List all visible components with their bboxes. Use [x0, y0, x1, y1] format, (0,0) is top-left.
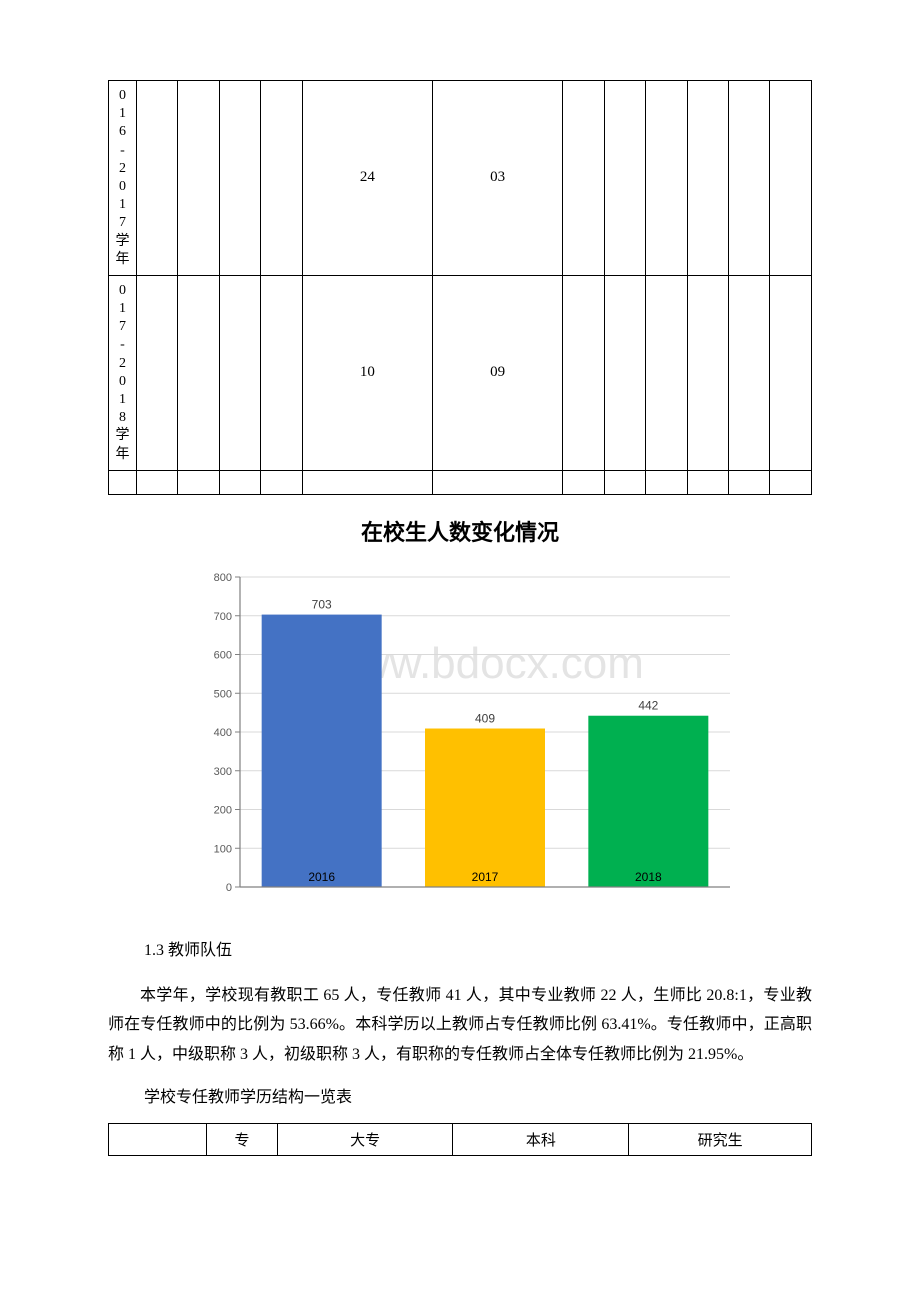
table-cell [729, 470, 770, 494]
table-caption: 学校专任教师学历结构一览表 [144, 1084, 812, 1113]
table-cell [770, 81, 812, 276]
table-header-cell: 专 [207, 1124, 277, 1156]
table-header-cell: 大专 [277, 1124, 453, 1156]
svg-text:703: 703 [312, 597, 332, 611]
table-cell [646, 81, 687, 276]
table-cell [563, 470, 604, 494]
table-cell [604, 470, 645, 494]
table-cell [687, 275, 728, 470]
table-cell [604, 81, 645, 276]
svg-text:442: 442 [638, 698, 658, 712]
svg-text:409: 409 [475, 711, 495, 725]
table-cell [178, 81, 219, 276]
svg-text:2016: 2016 [308, 870, 335, 884]
table-cell: 09 [433, 275, 563, 470]
table-cell [770, 275, 812, 470]
student-years-table: 016-2017学年 2403 017-2018学年 1009 [108, 80, 812, 495]
table-cell [178, 275, 219, 470]
svg-text:800: 800 [214, 572, 232, 584]
table-cell [646, 470, 687, 494]
svg-text:0: 0 [226, 882, 232, 894]
svg-text:200: 200 [214, 804, 232, 816]
student-count-bar-chart: 0100200300400500600700800www.bdocx.com70… [180, 557, 740, 917]
row-label: 017-2018学年 [109, 275, 137, 470]
svg-text:700: 700 [214, 611, 232, 623]
table-cell [137, 275, 178, 470]
row-label: 016-2017学年 [109, 81, 137, 276]
table-cell [178, 470, 219, 494]
table-cell [770, 470, 812, 494]
table-cell [261, 470, 302, 494]
table-cell [604, 275, 645, 470]
table-cell [302, 470, 432, 494]
table-header-cell: 本科 [453, 1124, 629, 1156]
svg-text:600: 600 [214, 649, 232, 661]
table-cell: 10 [302, 275, 432, 470]
table-cell [563, 81, 604, 276]
svg-text:2018: 2018 [635, 870, 662, 884]
table-row: 016-2017学年 2403 [109, 81, 812, 276]
svg-text:500: 500 [214, 688, 232, 700]
svg-text:2017: 2017 [472, 870, 499, 884]
table-cell [137, 470, 178, 494]
table-cell [261, 275, 302, 470]
table-cell: 03 [433, 81, 563, 276]
svg-text:300: 300 [214, 766, 232, 778]
table-cell [219, 470, 260, 494]
table-header-cell: 研究生 [629, 1124, 812, 1156]
table-cell [687, 470, 728, 494]
table-cell [137, 81, 178, 276]
row-label [109, 470, 137, 494]
table-row: 017-2018学年 1009 [109, 275, 812, 470]
svg-text:400: 400 [214, 727, 232, 739]
table-header-cell [109, 1124, 207, 1156]
table-cell [219, 81, 260, 276]
section-heading: 1.3 教师队伍 [144, 937, 812, 966]
table-cell: 24 [302, 81, 432, 276]
table-cell [261, 81, 302, 276]
chart-section: 在校生人数变化情况 0100200300400500600700800www.b… [108, 515, 812, 917]
table-cell [646, 275, 687, 470]
table-cell [729, 275, 770, 470]
table-row [109, 470, 812, 494]
table-cell [563, 275, 604, 470]
svg-text:100: 100 [214, 843, 232, 855]
table-cell [687, 81, 728, 276]
chart-title: 在校生人数变化情况 [108, 515, 812, 547]
table-cell [219, 275, 260, 470]
teacher-education-table: 专大专本科研究生 [108, 1123, 812, 1156]
section-body: 本学年，学校现有教职工 65 人，专任教师 41 人，其中专业教师 22 人，生… [108, 981, 812, 1070]
table-cell [729, 81, 770, 276]
table-cell [433, 470, 563, 494]
